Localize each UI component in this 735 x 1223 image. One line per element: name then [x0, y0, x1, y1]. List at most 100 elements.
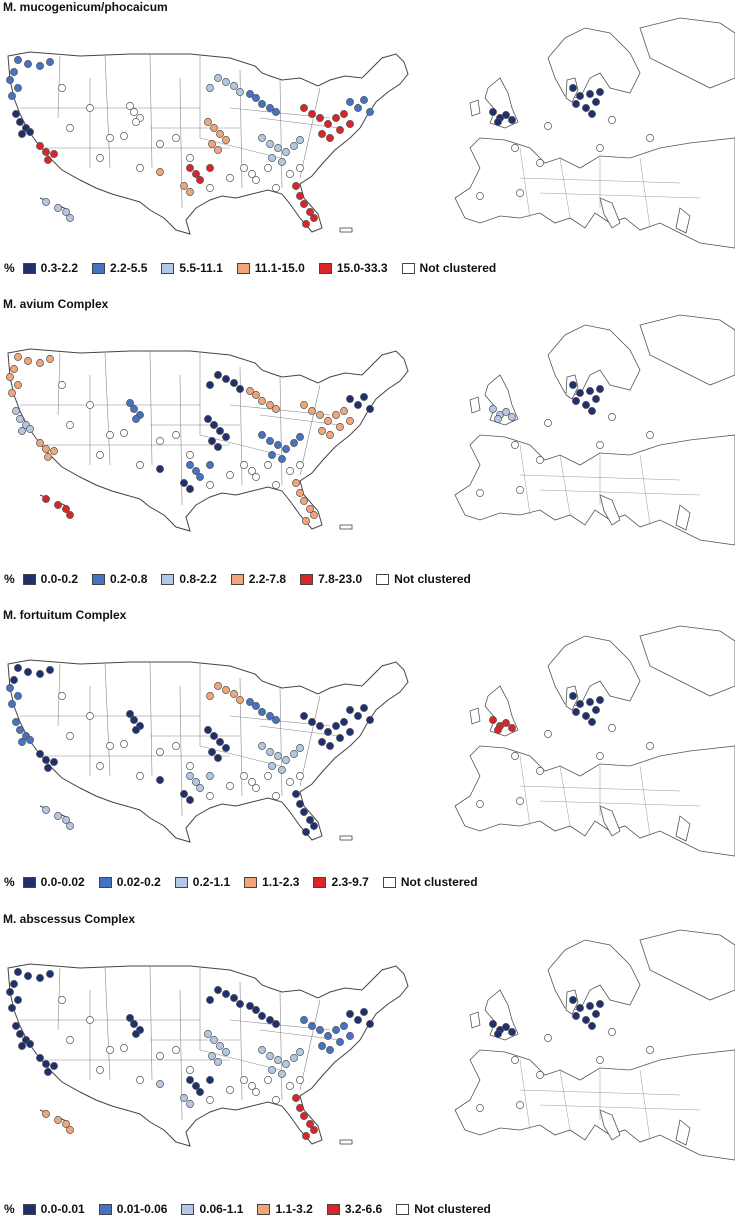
site-point-continent — [608, 724, 616, 732]
usa-map — [7, 51, 409, 235]
legend-swatch — [174, 876, 188, 888]
site-point-denmark — [586, 387, 594, 395]
site-point-continent — [476, 800, 484, 808]
legend-item: 7.8-23.0 — [300, 572, 362, 586]
site-point-northeast — [336, 1038, 344, 1046]
site-point-norcal — [16, 415, 24, 423]
site-point-great_lakes — [246, 698, 254, 706]
site-point-great_lakes — [272, 1020, 280, 1028]
legend-item: 1.1-3.2 — [257, 1202, 313, 1216]
site-point-northeast — [300, 1016, 308, 1024]
site-point-continent — [544, 419, 552, 427]
site-point-denmark — [576, 92, 584, 100]
site-point-northeast — [332, 411, 340, 419]
site-point-southwest — [86, 712, 94, 720]
legend-item: 0.01-0.06 — [98, 1202, 167, 1216]
site-point-norcal — [16, 726, 24, 734]
legend-label: 0.0-0.2 — [40, 572, 79, 586]
site-point-texas — [196, 1088, 204, 1096]
site-point-ohio_valley — [258, 742, 266, 750]
site-point-norcal — [12, 718, 20, 726]
site-point-florida — [310, 214, 318, 222]
site-point-denmark — [582, 1016, 590, 1024]
site-point-west — [46, 355, 54, 363]
site-point-southwest — [156, 437, 164, 445]
site-point-continent — [596, 441, 604, 449]
site-point-continent — [536, 159, 544, 167]
site-point-denmark — [576, 1004, 584, 1012]
site-point-southwest — [120, 740, 128, 748]
legend-item: Not clustered — [396, 1202, 491, 1216]
site-point-plains — [156, 465, 164, 473]
legend-label: 15.0-33.3 — [336, 261, 388, 275]
site-point-hawaii — [54, 204, 62, 212]
site-point-socal — [50, 447, 58, 455]
site-point-midwest — [222, 78, 230, 86]
site-point-west — [36, 359, 44, 367]
site-point-texas — [192, 467, 200, 475]
site-point-northeast — [340, 718, 348, 726]
site-point-plains — [208, 748, 216, 756]
site-point-midwest — [230, 994, 238, 1002]
site-point-continent — [516, 486, 524, 494]
site-point-plains — [222, 744, 230, 752]
site-point-denmark — [572, 397, 580, 405]
legend-swatch — [236, 262, 250, 274]
site-point-norcal — [16, 1030, 24, 1038]
site-point-hawaii — [54, 812, 62, 820]
site-point-ohio_valley — [282, 148, 290, 156]
site-point-continent — [544, 1034, 552, 1042]
site-point-denmark — [576, 389, 584, 397]
site-point-northeast — [340, 1022, 348, 1030]
site-point-uk — [489, 405, 497, 413]
site-point-great_lakes — [272, 716, 280, 724]
site-point-southeast — [248, 778, 256, 786]
site-point-west — [14, 968, 22, 976]
map-panel: M. fortuitum Complex% 0.0-0.02 0.02-0.2 0.2… — [0, 608, 735, 896]
site-point-denmark — [569, 692, 577, 700]
site-point-new_england — [354, 712, 362, 720]
site-point-southwest — [156, 748, 164, 756]
site-point-southwest — [96, 154, 104, 162]
site-point-norcal — [18, 738, 26, 746]
site-point-ohio_valley — [278, 455, 286, 463]
site-point-socal — [50, 758, 58, 766]
site-point-plains — [156, 776, 164, 784]
site-point-ohio_valley — [266, 748, 274, 756]
site-point-southwest — [86, 104, 94, 112]
site-point-great_lakes — [258, 100, 266, 108]
site-point-midwest — [230, 379, 238, 387]
usa-map — [7, 348, 409, 532]
legend-label: Not clustered — [400, 875, 478, 889]
site-point-northeast — [316, 114, 324, 122]
site-point-texas — [186, 772, 194, 780]
site-point-great_lakes — [258, 397, 266, 405]
site-point-ohio_valley — [266, 437, 274, 445]
site-point-hawaii — [42, 1110, 50, 1118]
legend-item: 1.1-2.3 — [244, 875, 299, 889]
europe-map — [454, 625, 735, 857]
site-point-norcal — [16, 118, 24, 126]
site-point-southwest — [272, 184, 280, 192]
site-point-great_lakes — [258, 708, 266, 716]
site-point-socal — [36, 439, 44, 447]
site-point-rockies — [132, 415, 140, 423]
legend-label: 0.2-0.8 — [110, 572, 148, 586]
site-point-florida — [296, 1104, 304, 1112]
site-point-new_england — [346, 98, 354, 106]
site-point-northeast — [308, 718, 316, 726]
site-point-new_england — [354, 401, 362, 409]
site-point-plains — [208, 1052, 216, 1060]
site-point-continent — [511, 1056, 519, 1064]
legend-label: 2.3-9.7 — [331, 875, 369, 889]
site-point-plains — [186, 1100, 194, 1108]
site-point-ohio_valley — [268, 1066, 276, 1074]
site-point-northeast — [346, 417, 354, 425]
site-point-rockies — [130, 405, 138, 413]
legend: % 0.0-0.01 0.01-0.06 0.06-1.1 1.1-3.2 3.2-6.6… — [4, 1202, 505, 1216]
site-point-denmark — [569, 996, 577, 1004]
site-point-denmark — [586, 90, 594, 98]
site-point-northeast — [300, 712, 308, 720]
site-point-denmark — [596, 696, 604, 704]
site-point-northeast — [316, 722, 324, 730]
